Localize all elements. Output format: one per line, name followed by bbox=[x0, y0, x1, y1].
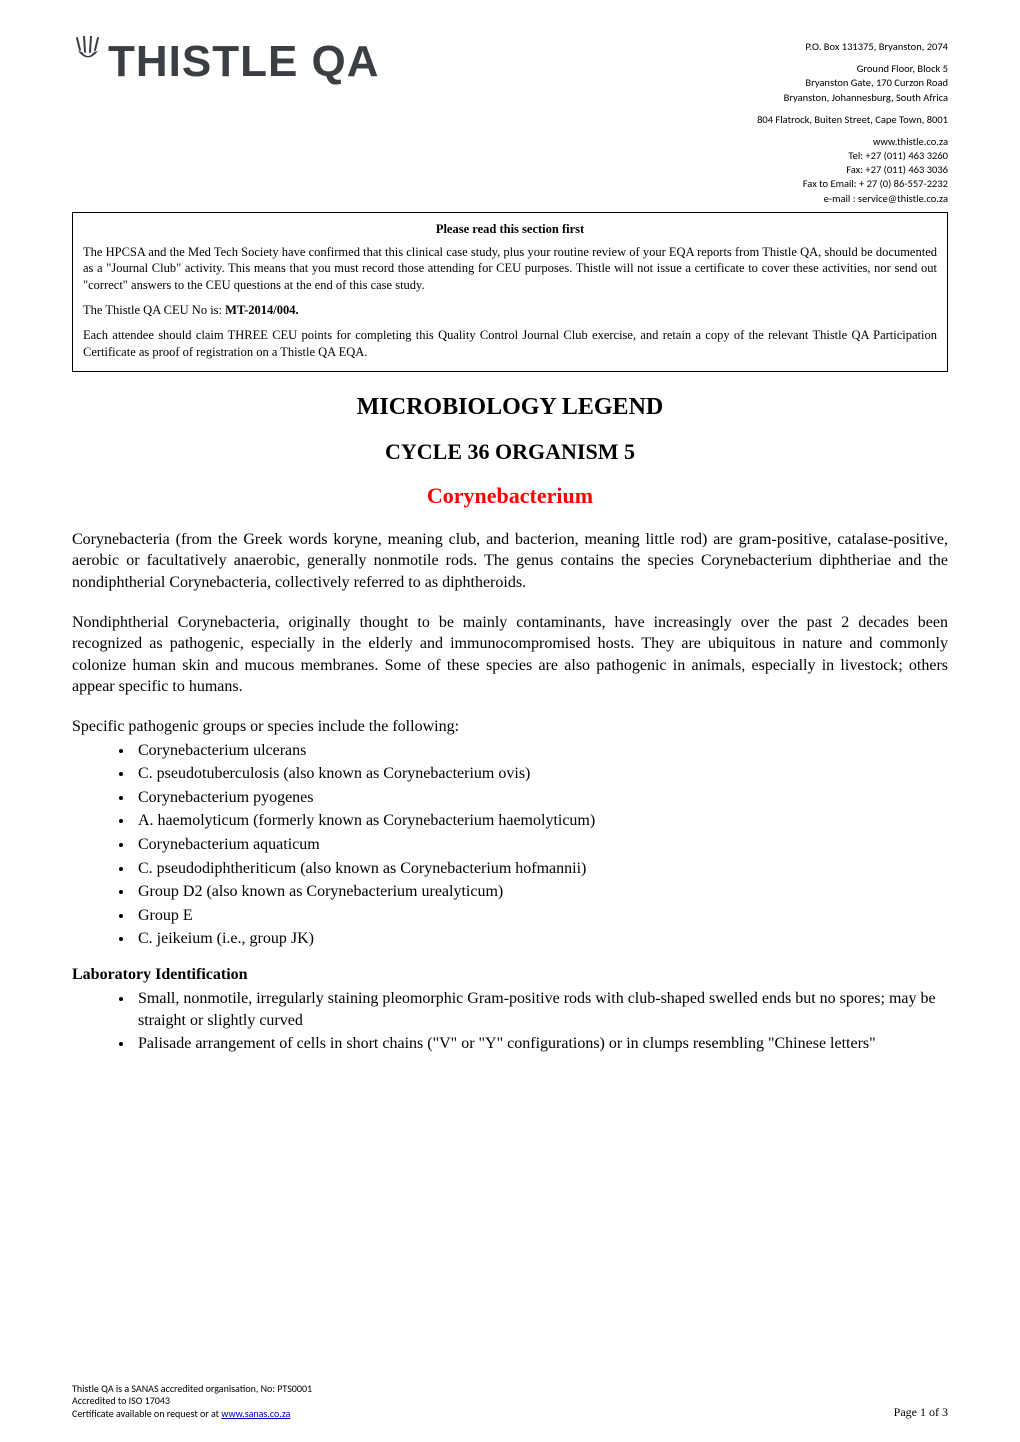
notice-box: Please read this section first The HPCSA… bbox=[72, 212, 948, 372]
addr-email: e-mail : service@thistle.co.za bbox=[757, 192, 948, 206]
notice-p2-pre: The Thistle QA CEU No is: bbox=[83, 303, 225, 317]
logo-text: THISTLE QA bbox=[108, 40, 380, 84]
header: THISTLE QA P.O. Box 131375, Bryanston, 2… bbox=[72, 40, 948, 206]
logo: THISTLE QA bbox=[72, 40, 380, 84]
list-item: Small, nonmotile, irregularly staining p… bbox=[134, 988, 948, 1031]
notice-p2-code: MT-2014/004. bbox=[225, 303, 299, 317]
addr-contact: www.thistle.co.za Tel: +27 (011) 463 326… bbox=[757, 135, 948, 206]
list-item: Corynebacterium pyogenes bbox=[134, 787, 948, 809]
list-item: Group E bbox=[134, 905, 948, 927]
body-text: Corynebacteria (from the Greek words kor… bbox=[72, 529, 948, 738]
list-item: C. jeikeium (i.e., group JK) bbox=[134, 928, 948, 950]
notice-paragraph: The HPCSA and the Med Tech Society have … bbox=[83, 244, 937, 295]
thistle-mark-icon bbox=[72, 36, 106, 67]
list-item: C. pseudodiphtheriticum (also known as C… bbox=[134, 858, 948, 880]
footer-l3-pre: Certificate available on request or at bbox=[72, 1407, 221, 1420]
list-item: A. haemolyticum (formerly known as Coryn… bbox=[134, 810, 948, 832]
doc-title: MICROBIOLOGY LEGEND bbox=[72, 394, 948, 421]
addr-block-bryanston: Ground Floor, Block 5 Bryanston Gate, 17… bbox=[757, 62, 948, 105]
footer-line: Certificate available on request or at w… bbox=[72, 1408, 312, 1421]
addr-line: Bryanston, Johannesburg, South Africa bbox=[757, 91, 948, 105]
addr-line: Bryanston Gate, 170 Curzon Road bbox=[757, 76, 948, 90]
body-paragraph: Corynebacteria (from the Greek words kor… bbox=[72, 529, 948, 594]
footer-left: Thistle QA is a SANAS accredited organis… bbox=[72, 1383, 312, 1421]
page-number: Page 1 of 3 bbox=[894, 1405, 948, 1420]
body-paragraph: Specific pathogenic groups or species in… bbox=[72, 716, 948, 738]
address-block: P.O. Box 131375, Bryanston, 2074 Ground … bbox=[757, 40, 948, 206]
notice-title: Please read this section first bbox=[83, 221, 937, 238]
lab-identification-list: Small, nonmotile, irregularly staining p… bbox=[72, 988, 948, 1055]
addr-line-capetown: 804 Flatrock, Buiten Street, Cape Town, … bbox=[757, 113, 948, 127]
addr-web: www.thistle.co.za bbox=[757, 135, 948, 149]
body-paragraph: Nondiphtherial Corynebacteria, originall… bbox=[72, 612, 948, 698]
list-item: Group D2 (also known as Corynebacterium … bbox=[134, 881, 948, 903]
addr-tel: Tel: +27 (011) 463 3260 bbox=[757, 149, 948, 163]
doc-topic: Corynebacterium bbox=[72, 483, 948, 509]
list-item: Corynebacterium ulcerans bbox=[134, 740, 948, 762]
addr-line-po: P.O. Box 131375, Bryanston, 2074 bbox=[757, 40, 948, 54]
notice-paragraph: Each attendee should claim THREE CEU poi… bbox=[83, 327, 937, 361]
page: THISTLE QA P.O. Box 131375, Bryanston, 2… bbox=[0, 0, 1020, 1442]
addr-fax-email: Fax to Email: + 27 (0) 86-557-2232 bbox=[757, 177, 948, 191]
list-item: C. pseudotuberculosis (also known as Cor… bbox=[134, 763, 948, 785]
notice-paragraph: The Thistle QA CEU No is: MT-2014/004. bbox=[83, 302, 937, 319]
footer-link-sanas[interactable]: www.sanas.co.za bbox=[221, 1407, 290, 1420]
species-list: Corynebacterium ulcerans C. pseudotuberc… bbox=[72, 740, 948, 950]
lab-identification-label: Laboratory Identification bbox=[72, 966, 948, 984]
list-item: Palisade arrangement of cells in short c… bbox=[134, 1033, 948, 1055]
footer: Thistle QA is a SANAS accredited organis… bbox=[72, 1383, 948, 1421]
addr-fax: Fax: +27 (011) 463 3036 bbox=[757, 163, 948, 177]
doc-cycle: CYCLE 36 ORGANISM 5 bbox=[72, 439, 948, 465]
addr-line: Ground Floor, Block 5 bbox=[757, 62, 948, 76]
list-item: Corynebacterium aquaticum bbox=[134, 834, 948, 856]
